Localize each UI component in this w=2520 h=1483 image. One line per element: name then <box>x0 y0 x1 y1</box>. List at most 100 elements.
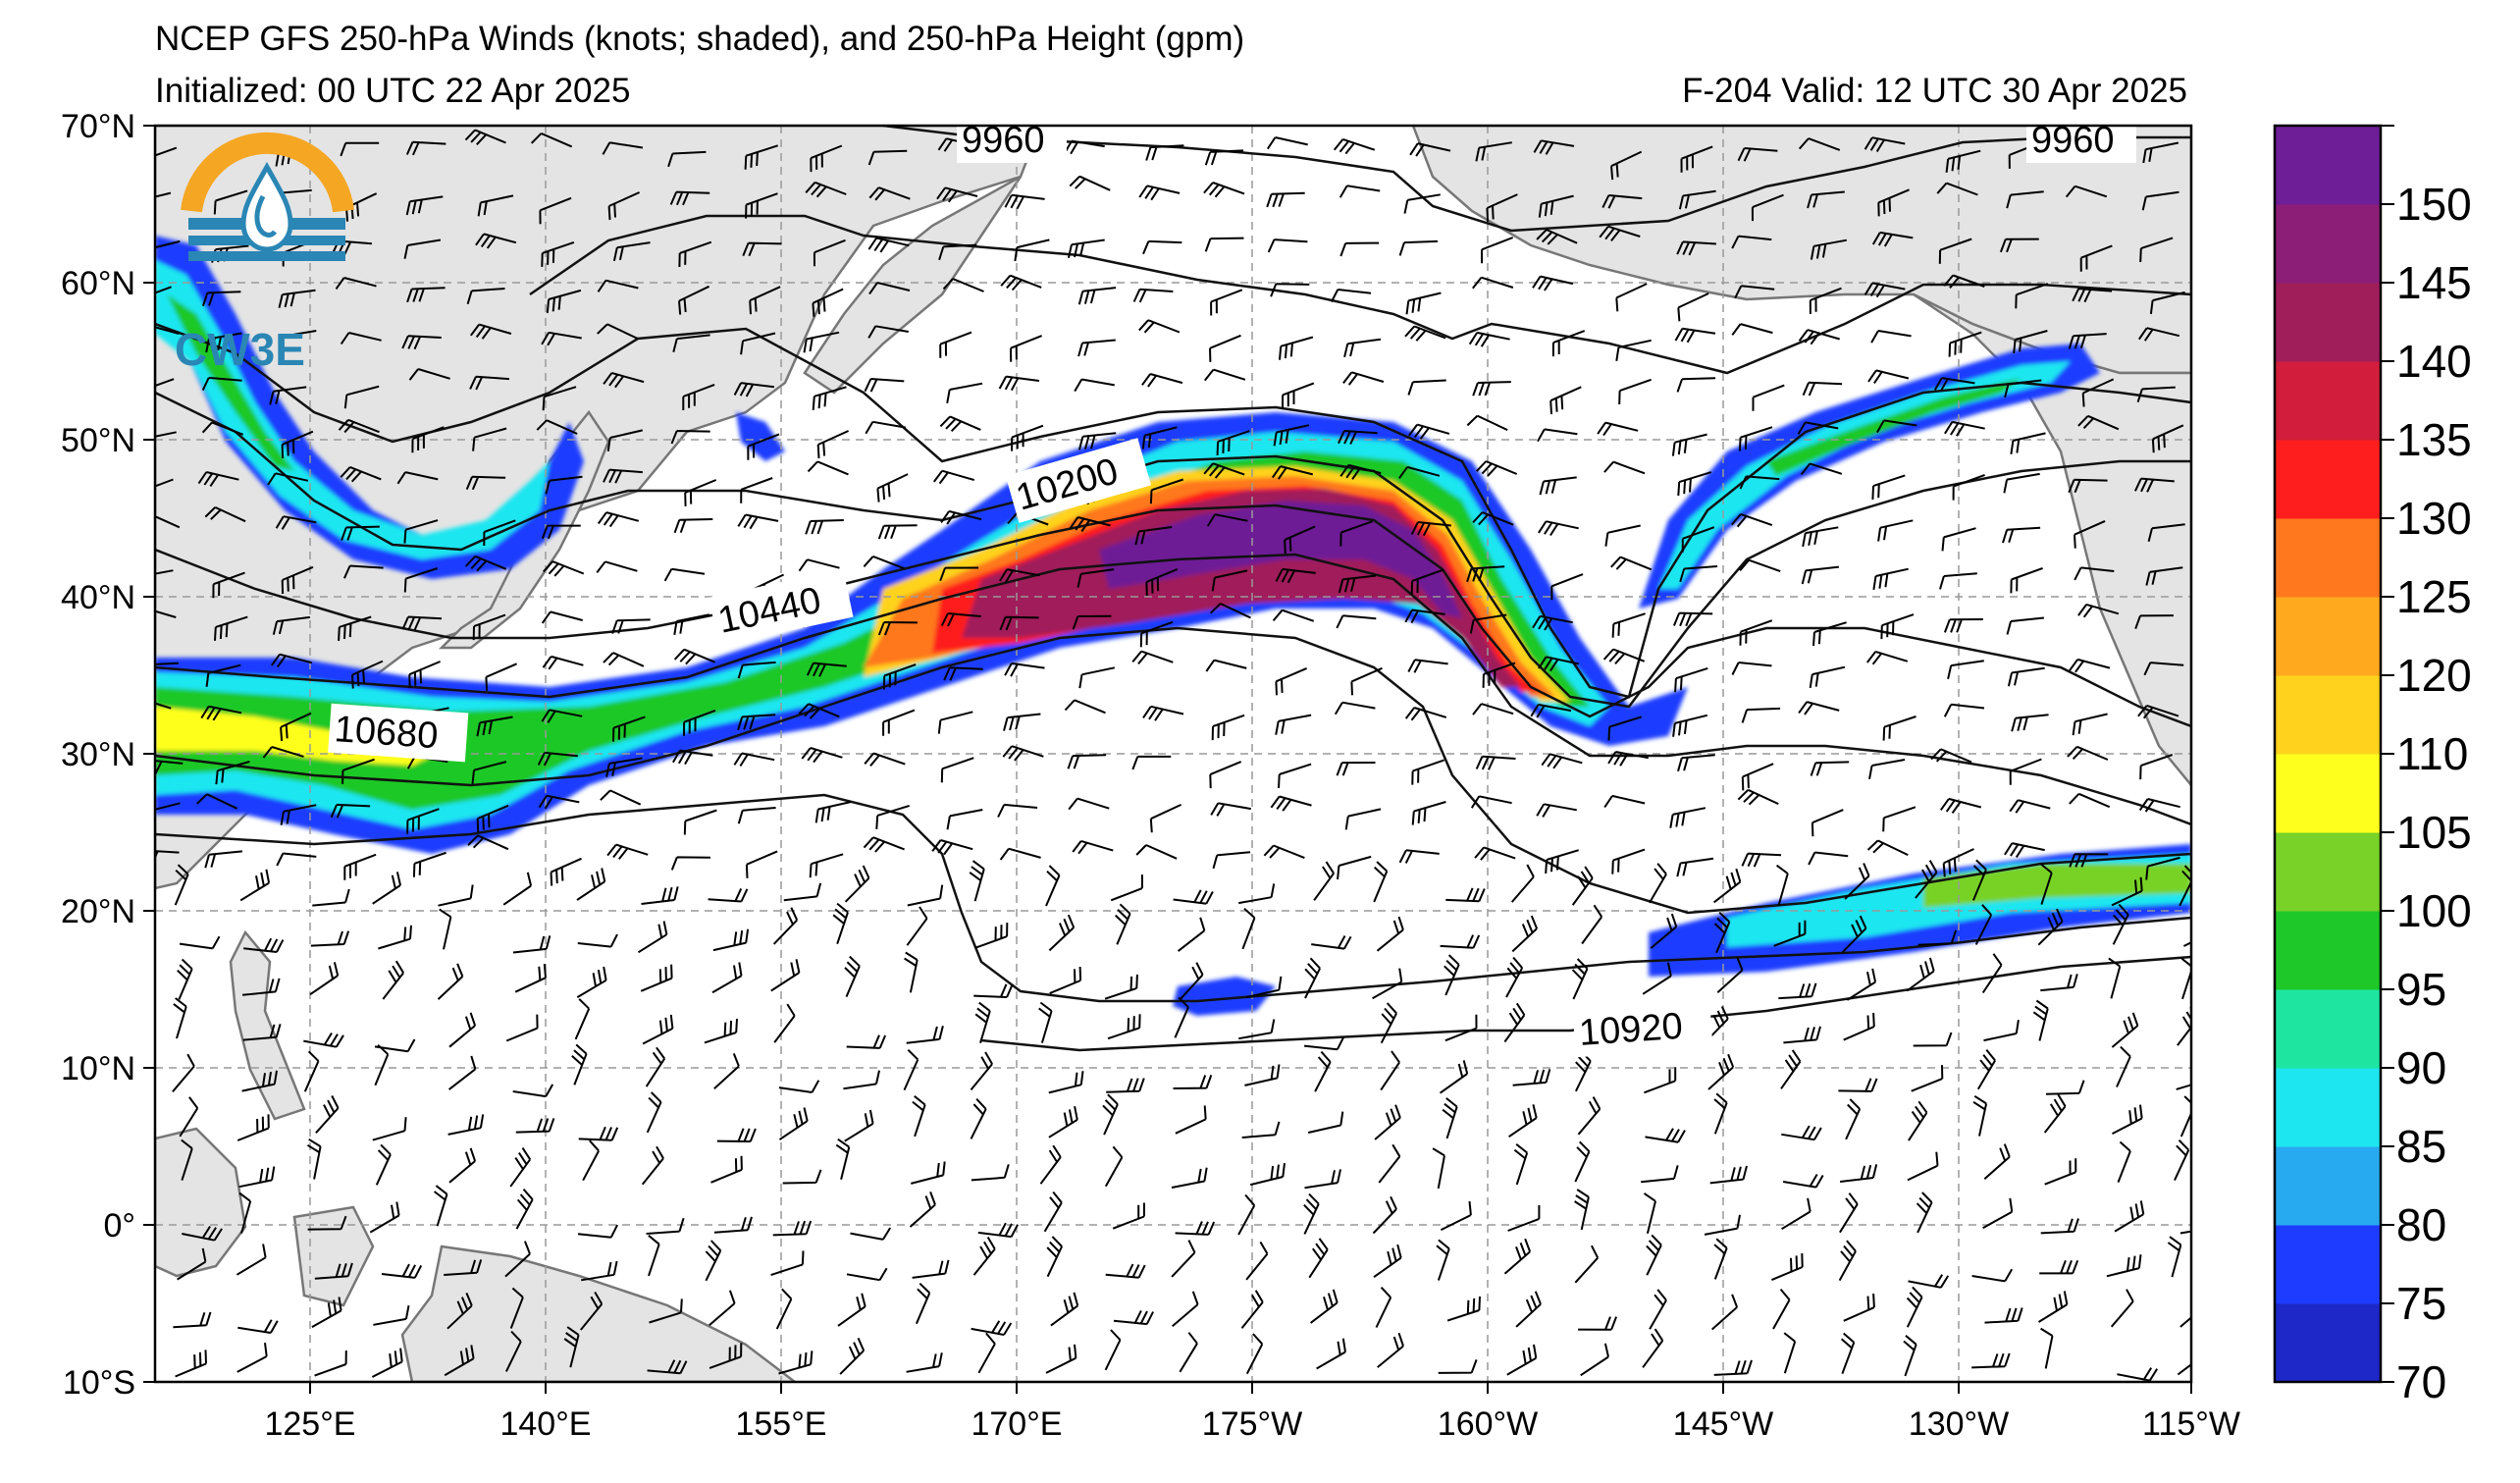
land-masses <box>155 126 2191 1382</box>
wind-barb <box>472 613 506 641</box>
wind-barb <box>2116 1045 2131 1087</box>
wind-barb <box>814 801 852 823</box>
wind-barb <box>1650 913 1678 949</box>
wind-barb <box>1373 861 1389 903</box>
wind-barb <box>1844 863 1870 900</box>
wind-barb <box>1010 335 1042 362</box>
wind-barb <box>1618 378 1652 405</box>
wind-barb <box>1068 797 1110 811</box>
wind-barb <box>341 758 375 784</box>
wind-barb <box>242 1024 282 1041</box>
wind-barb <box>314 1262 353 1280</box>
wind-barb <box>1809 665 1846 689</box>
water-drop-sun-logo-icon <box>181 132 354 261</box>
wind-barb <box>1580 1343 1609 1377</box>
wind-barb <box>181 1139 193 1181</box>
colorbar-swatch <box>2275 440 2381 519</box>
wind-barb <box>713 1053 740 1090</box>
wind-barb <box>943 666 983 681</box>
wind-barb <box>2006 616 2045 635</box>
wind-barb <box>509 1147 532 1188</box>
wind-barb <box>1210 289 1243 316</box>
jet-ne-green <box>1766 378 2021 476</box>
wind-barb <box>1440 1200 1472 1231</box>
wind-barb <box>1866 839 1909 857</box>
wind-barb <box>502 872 533 906</box>
wind-barb <box>1475 141 1512 162</box>
wind-barb <box>1737 788 1779 806</box>
wind-barb <box>1906 1286 1923 1328</box>
wind-barb <box>155 662 179 665</box>
wind-barb <box>1508 1104 1538 1139</box>
wind-barb <box>1177 917 1206 952</box>
wind-barb <box>1373 1244 1402 1279</box>
wind-barb <box>1503 1002 1526 1043</box>
wind-barb <box>541 524 581 540</box>
wind-barb <box>276 852 317 867</box>
wind-barb <box>672 749 713 766</box>
wind-barb <box>2139 754 2174 780</box>
wind-barb <box>1711 1294 1739 1331</box>
wind-barb <box>512 1084 554 1098</box>
valid-time: F-204 Valid: 12 UTC 30 Apr 2025 <box>1682 72 2187 110</box>
wind-barb <box>969 860 985 902</box>
wind-barb <box>868 186 911 201</box>
wind-barb <box>1574 1189 1590 1231</box>
wind-barb <box>1472 381 1511 397</box>
colorbar-label: 90 <box>2396 1042 2446 1093</box>
wind-barb <box>1074 378 1115 393</box>
wind-barb <box>1773 920 1807 947</box>
wind-barb <box>1738 426 1773 451</box>
wind-barb <box>2143 662 2184 676</box>
wind-barb <box>2040 1218 2079 1235</box>
wind-barb <box>906 1026 944 1044</box>
wind-barb <box>541 610 583 624</box>
wind-barb <box>1533 139 1575 155</box>
wind-barb <box>577 933 618 948</box>
wind-barb <box>1304 1169 1341 1190</box>
lat-tick-label: 50°N <box>61 422 135 459</box>
wind-barb <box>469 375 509 391</box>
wind-barb <box>876 473 909 503</box>
wind-barb <box>1574 1140 1591 1183</box>
wind-barb <box>733 382 775 397</box>
wind-barb <box>550 857 582 886</box>
wind-barb <box>536 419 578 435</box>
wind-barb <box>1270 283 1310 297</box>
wind-barb <box>378 925 412 950</box>
wind-barb <box>1064 699 1106 715</box>
wind-barb <box>1645 1128 1686 1143</box>
wind-barb <box>1444 1014 1478 1042</box>
wind-barb <box>373 1305 410 1326</box>
wind-barb <box>539 196 572 225</box>
wind-barb <box>1077 432 1117 450</box>
wind-barb <box>1115 903 1131 945</box>
contour-10200 <box>155 322 2191 699</box>
wind-barb <box>1999 238 2039 253</box>
wind-barb <box>1751 193 1784 222</box>
wind-barb <box>2074 519 2106 549</box>
wind-barb <box>1245 1241 1269 1281</box>
wind-barb <box>1798 329 1840 345</box>
wind-barb <box>1537 428 1578 443</box>
wind-barb <box>903 1048 919 1091</box>
wind-barb <box>867 325 909 339</box>
wind-barb <box>1915 860 1938 899</box>
colorbar-swatch <box>2275 1146 2381 1226</box>
wind-barb <box>307 1215 347 1231</box>
wind-barb <box>504 1241 531 1278</box>
wind-barb <box>1676 240 1716 256</box>
wind-barb <box>1677 471 1712 497</box>
wind-barb <box>332 239 372 255</box>
wind-barb <box>977 1332 996 1374</box>
wind-barb <box>512 935 551 954</box>
wind-barb <box>1263 844 1305 860</box>
wind-barb <box>1615 339 1652 361</box>
wind-barb <box>448 1012 477 1048</box>
wind-barb <box>2072 713 2108 736</box>
wind-barb <box>1704 1214 1741 1236</box>
wind-barb <box>1043 1191 1063 1233</box>
wind-barb <box>1574 1245 1600 1284</box>
wind-barb <box>278 289 316 308</box>
wind-barb <box>269 386 307 405</box>
